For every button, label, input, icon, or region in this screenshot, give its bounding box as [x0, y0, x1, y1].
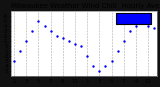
Point — [153, 28, 156, 29]
Point — [92, 66, 95, 67]
Point — [147, 25, 149, 26]
Point — [68, 40, 70, 42]
Point — [25, 40, 28, 42]
Point — [86, 56, 88, 57]
Point — [135, 25, 137, 26]
Point — [128, 30, 131, 31]
Point — [116, 50, 119, 52]
Point — [98, 71, 101, 72]
Point — [104, 66, 107, 67]
Bar — [116, 13, 151, 24]
Point — [49, 30, 52, 31]
Text: Milwaukee Weather Wind Chill  Hourly Average  (24 Hours): Milwaukee Weather Wind Chill Hourly Aver… — [11, 3, 160, 9]
Point — [13, 61, 15, 62]
Point — [122, 40, 125, 42]
Point — [74, 43, 76, 44]
Point — [37, 20, 40, 21]
Point — [141, 23, 143, 24]
Point — [110, 61, 113, 62]
Point — [43, 25, 46, 26]
Point — [31, 30, 34, 31]
Point — [62, 38, 64, 39]
Point — [19, 50, 21, 52]
Point — [80, 45, 82, 47]
Point — [56, 35, 58, 37]
